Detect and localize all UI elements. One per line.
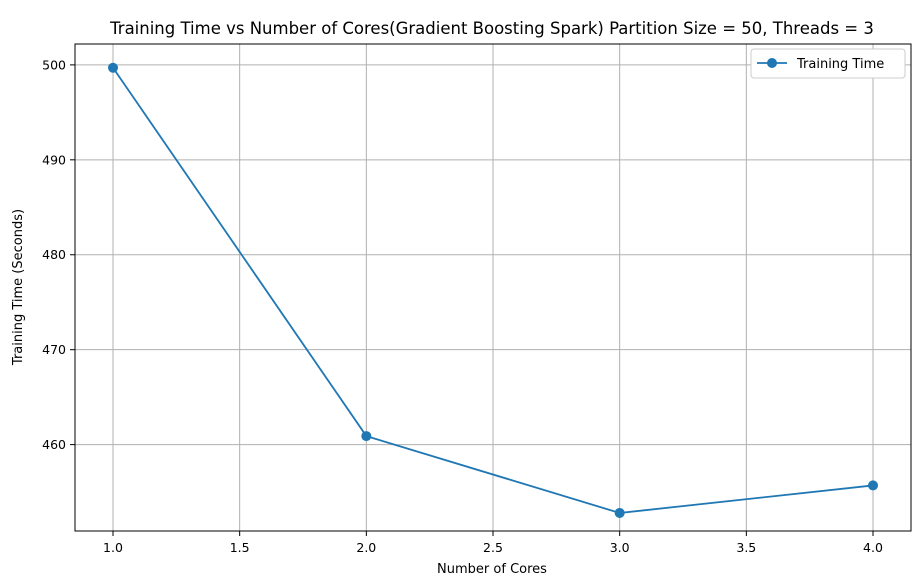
data-point [108,62,118,73]
legend-entry-label: Training Time [796,57,884,72]
x-tick-label: 3.0 [610,540,630,555]
x-axis-label: Number of Cores [437,562,547,577]
legend: Training Time [750,48,906,79]
axis-ticks: 1.0 1.5 2.0 2.5 3.0 3.5 4.0 460 470 480 490 500 [42,57,883,555]
x-tick-label: 2.5 [483,540,503,555]
x-tick-label: 4.0 [863,540,883,555]
series-line [112,67,874,514]
y-tick-label: 490 [42,152,66,167]
x-tick-label: 1.0 [103,540,123,555]
plot-frame [74,43,912,532]
legend-marker-swatch [767,58,777,68]
y-axis-label: Training Time (Seconds) [11,209,26,366]
x-tick-label: 1.5 [230,540,250,555]
legend-box [750,48,906,79]
grid-lines [75,44,911,531]
chart-title: Training Time vs Number of Cores(Gradien… [109,19,874,38]
x-tick-label: 3.5 [736,540,756,555]
x-tick-label: 2.0 [356,540,376,555]
y-tick-label: 460 [42,437,66,452]
y-tick-label: 470 [42,342,66,357]
data-point [614,507,625,518]
data-point [361,431,372,442]
data-point [868,480,878,491]
series-layer [108,62,878,518]
y-tick-label: 500 [42,57,66,72]
y-tick-label: 480 [42,247,66,262]
